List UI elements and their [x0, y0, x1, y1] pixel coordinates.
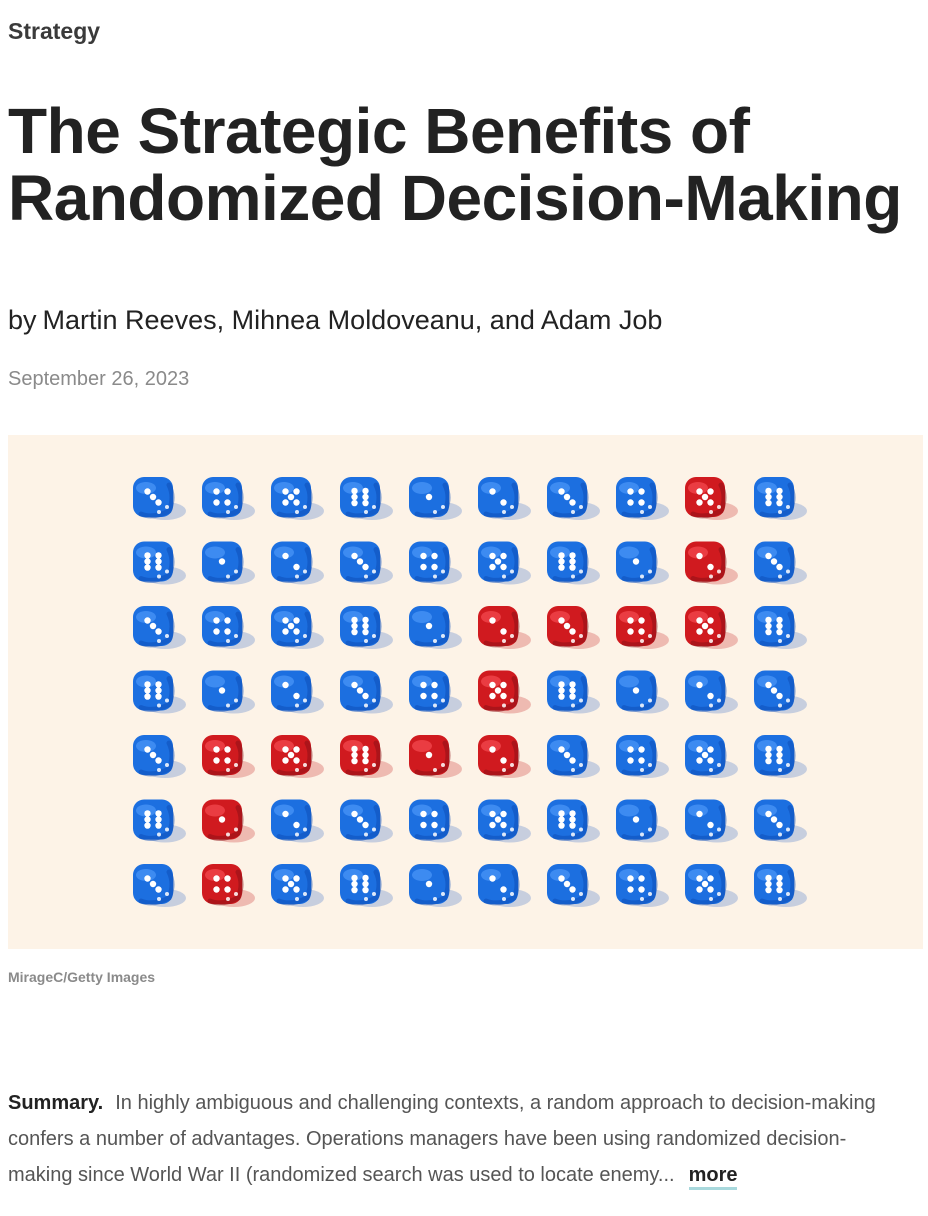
- blue-die: [202, 670, 255, 714]
- blue-die: [340, 477, 393, 520]
- blue-die: [133, 541, 186, 585]
- blue-die: [133, 606, 186, 649]
- blue-die: [133, 477, 186, 520]
- blue-die: [340, 670, 393, 714]
- red-die: [202, 864, 255, 907]
- red-die: [202, 735, 255, 778]
- blue-die: [754, 670, 807, 714]
- red-die: [478, 606, 531, 649]
- blue-die: [754, 864, 807, 907]
- blue-die: [547, 477, 600, 520]
- blue-die: [547, 735, 600, 778]
- more-link[interactable]: more: [688, 1164, 738, 1190]
- image-credit: MirageC/Getty Images: [8, 969, 156, 985]
- blue-die: [685, 799, 738, 843]
- blue-die: [202, 541, 255, 585]
- summary-label: Summary.: [8, 1092, 104, 1114]
- blue-die: [478, 864, 531, 907]
- blue-die: [340, 799, 393, 843]
- author-link[interactable]: Adam Job: [540, 305, 663, 335]
- hero-image: [8, 435, 923, 949]
- blue-die: [685, 735, 738, 778]
- blue-die: [478, 477, 531, 520]
- blue-die: [133, 799, 186, 843]
- blue-die: [616, 670, 669, 714]
- blue-die: [133, 864, 186, 907]
- blue-die: [340, 606, 393, 649]
- blue-die: [616, 735, 669, 778]
- article-summary: Summary. In highly ambiguous and challeng…: [8, 1085, 888, 1193]
- byline-prefix: by: [8, 305, 37, 335]
- blue-die: [133, 670, 186, 714]
- blue-die: [133, 735, 186, 778]
- blue-die: [409, 541, 462, 585]
- red-die: [271, 735, 324, 778]
- blue-die: [271, 477, 324, 520]
- blue-die: [616, 864, 669, 907]
- blue-die: [409, 477, 462, 520]
- author-link[interactable]: Martin Reeves: [42, 305, 217, 335]
- red-die: [685, 541, 738, 585]
- byline-separator: ,: [216, 305, 232, 335]
- blue-die: [409, 606, 462, 649]
- blue-die: [202, 606, 255, 649]
- blue-die: [754, 541, 807, 585]
- blue-die: [685, 864, 738, 907]
- blue-die: [271, 541, 324, 585]
- blue-die: [271, 606, 324, 649]
- blue-die: [547, 799, 600, 843]
- red-die: [685, 477, 738, 520]
- red-die: [478, 735, 531, 778]
- blue-die: [616, 799, 669, 843]
- red-die: [478, 670, 531, 714]
- blue-die: [754, 606, 807, 649]
- summary-text: In highly ambiguous and challenging cont…: [8, 1092, 876, 1186]
- blue-die: [478, 541, 531, 585]
- red-die: [409, 735, 462, 778]
- blue-die: [547, 864, 600, 907]
- blue-die: [340, 541, 393, 585]
- red-die: [616, 606, 669, 649]
- blue-die: [754, 799, 807, 843]
- red-die: [202, 799, 255, 843]
- blue-die: [616, 477, 669, 520]
- blue-die: [271, 670, 324, 714]
- blue-die: [409, 864, 462, 907]
- blue-die: [685, 670, 738, 714]
- red-die: [340, 735, 393, 778]
- blue-die: [340, 864, 393, 907]
- blue-die: [754, 477, 807, 520]
- blue-die: [409, 670, 462, 714]
- publish-date: September 26, 2023: [8, 368, 190, 390]
- blue-die: [616, 541, 669, 585]
- byline-separator: , and: [474, 305, 541, 335]
- blue-die: [547, 670, 600, 714]
- blue-die: [409, 799, 462, 843]
- author-link[interactable]: Mihnea Moldoveanu: [231, 305, 475, 335]
- byline: by Martin Reeves, Mihnea Moldoveanu, and …: [8, 305, 662, 336]
- red-die: [547, 606, 600, 649]
- red-die: [685, 606, 738, 649]
- blue-die: [271, 799, 324, 843]
- blue-die: [478, 799, 531, 843]
- blue-die: [754, 735, 807, 778]
- topic-link[interactable]: Strategy: [8, 18, 101, 44]
- blue-die: [547, 541, 600, 585]
- blue-die: [202, 477, 255, 520]
- blue-die: [271, 864, 324, 907]
- article-title: The Strategic Benefits of Randomized Dec…: [8, 95, 902, 234]
- dice-illustration: [133, 477, 807, 907]
